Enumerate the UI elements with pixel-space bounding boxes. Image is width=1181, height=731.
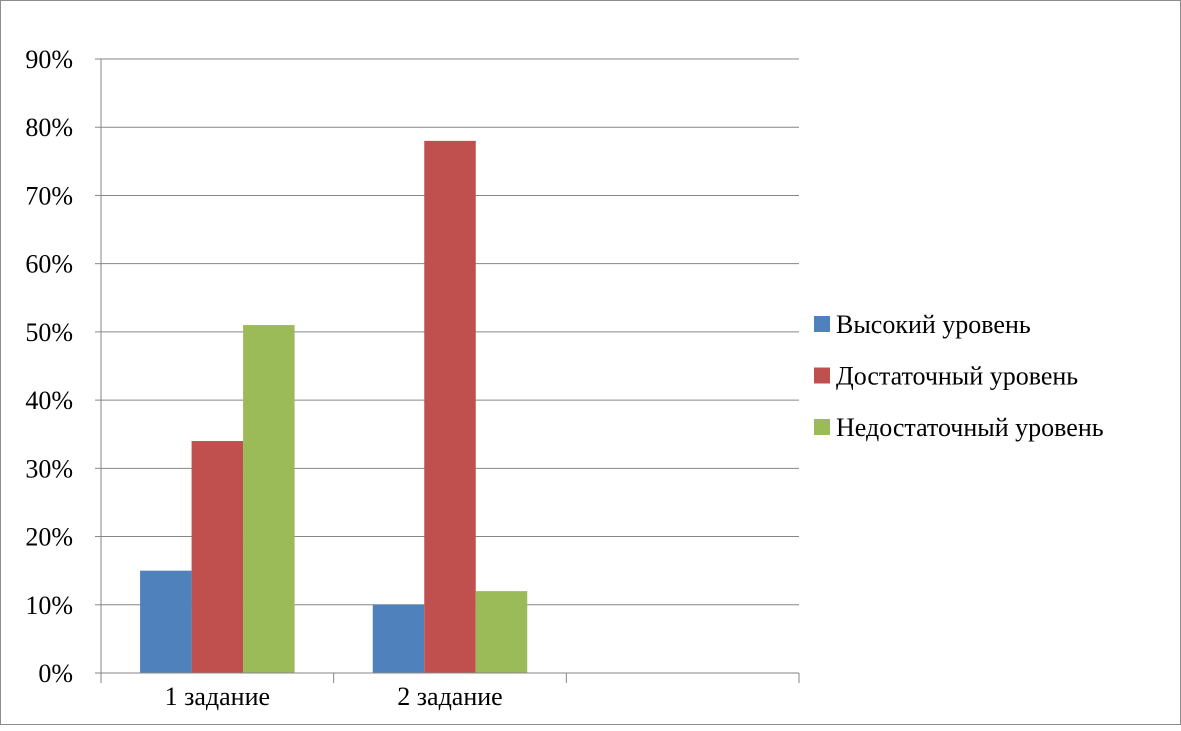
bar	[372, 604, 425, 673]
y-tick-label: 30%	[25, 454, 73, 483]
x-tick-labels: 1 задание 2 задание	[165, 682, 503, 711]
bar	[191, 441, 244, 673]
legend-swatch	[814, 316, 830, 332]
bar	[424, 140, 476, 673]
y-tick-label: 10%	[25, 591, 73, 620]
legend-label: Высокий уровень	[836, 310, 1031, 339]
bar	[243, 325, 295, 673]
legend-label: Недостаточный уровень	[836, 413, 1104, 442]
legend: Высокий уровень Достаточный уровень Недост…	[814, 310, 1104, 442]
y-tick-label: 0%	[38, 659, 73, 688]
y-tick-label: 50%	[25, 318, 73, 347]
y-tick-label: 70%	[25, 181, 73, 210]
y-tick-labels: 0% 10% 20% 30% 40% 50% 60% 70% 80% 90%	[25, 45, 73, 688]
legend-swatch	[814, 419, 830, 435]
x-tick-label: 1 задание	[165, 682, 270, 711]
x-tick-label: 2 задание	[397, 682, 502, 711]
y-tick-label: 20%	[25, 523, 73, 552]
legend-swatch	[814, 367, 830, 384]
y-tick-label: 40%	[25, 386, 73, 415]
y-tick-label: 80%	[25, 113, 73, 142]
bar	[140, 570, 192, 673]
y-tick-label: 60%	[25, 250, 73, 279]
legend-label: Достаточный уровень	[836, 362, 1078, 391]
bars	[140, 140, 528, 673]
bar	[475, 591, 528, 673]
axes	[95, 58, 800, 683]
y-tick-label: 90%	[25, 45, 73, 74]
